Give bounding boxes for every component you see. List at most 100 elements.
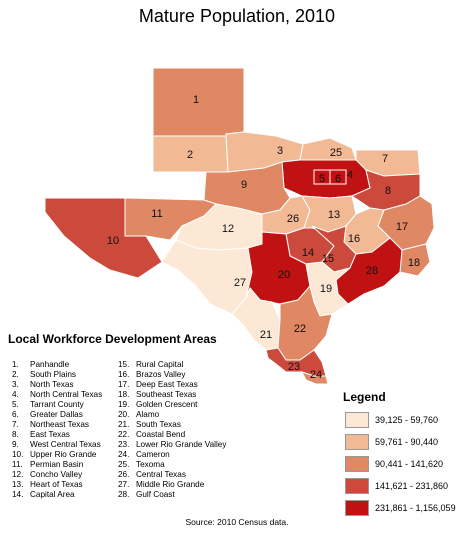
area-number: 16. (118, 370, 130, 379)
region-label-6: 6 (335, 173, 341, 185)
legend-label: 59,761 - 90,440 (375, 437, 439, 447)
area-number: 11. (12, 460, 23, 469)
area-number: 14. (12, 490, 24, 499)
area-name: North Texas (30, 380, 74, 389)
legend-label: 39,125 - 59,760 (375, 415, 439, 425)
area-number: 9. (12, 440, 19, 449)
area-list-item: 11. Permian Basin (12, 460, 102, 470)
area-name: Brazos Valley (136, 370, 186, 379)
region-label-21: 21 (260, 329, 272, 341)
region-10 (44, 197, 163, 279)
region-label-7: 7 (382, 153, 388, 165)
area-number: 27. (118, 480, 130, 489)
region-label-9: 9 (241, 179, 247, 191)
area-name: Cameron (136, 450, 170, 459)
area-number: 6. (12, 410, 19, 419)
legend-title: Legend (343, 390, 386, 404)
area-name: Tarrant County (30, 400, 84, 409)
region-label-10: 10 (107, 235, 119, 247)
area-name: Upper Rio Grande (30, 450, 97, 459)
region-label-24: 24 (310, 369, 322, 381)
legend-swatch (345, 478, 369, 494)
legend-label: 231,861 - 1,156,059 (375, 503, 456, 513)
legend-row: 90,441 - 141,620 (345, 454, 456, 474)
region-label-14: 14 (302, 247, 314, 259)
area-list-item: 24. Cameron (118, 450, 226, 460)
area-number: 22. (118, 430, 130, 439)
region-25 (299, 137, 357, 161)
area-list-item: 12. Concho Valley (12, 470, 102, 480)
legend-swatch (345, 500, 369, 516)
area-name: Lower Rio Grande Valley (136, 440, 227, 449)
legend-swatch (345, 456, 369, 472)
area-number: 13. (12, 480, 24, 489)
area-list-item: 17. Deep East Texas (118, 380, 226, 390)
region-label-3: 3 (277, 145, 283, 157)
region-label-2: 2 (187, 149, 193, 161)
region-label-13: 13 (328, 209, 340, 221)
area-name: East Texas (30, 430, 70, 439)
region-label-28: 28 (366, 265, 378, 277)
area-list-item: 15. Rural Capital (118, 360, 226, 370)
area-number: 10. (12, 450, 24, 459)
legend-row: 231,861 - 1,156,059 (345, 498, 456, 518)
area-number: 19. (118, 400, 130, 409)
region-24 (301, 371, 329, 385)
area-list-item: 16. Brazos Valley (118, 370, 226, 380)
area-number: 24. (118, 450, 130, 459)
area-number: 7. (12, 420, 19, 429)
area-name: Alamo (136, 410, 160, 419)
area-list-item: 3. North Texas (12, 380, 102, 390)
area-name: West Central Texas (30, 440, 101, 449)
source-note: Source: 2010 Census data. (185, 517, 289, 527)
region-label-27: 27 (234, 277, 246, 289)
area-name: Panhandle (30, 360, 70, 369)
legend-row: 59,761 - 90,440 (345, 432, 456, 452)
region-label-16: 16 (348, 233, 360, 245)
areas-list-heading: Local Workforce Development Areas (8, 332, 217, 346)
area-list-item: 13. Heart of Texas (12, 480, 102, 490)
area-number: 8. (12, 430, 19, 439)
area-number: 1. (12, 360, 19, 369)
area-number: 3. (12, 380, 19, 389)
area-number: 25. (118, 460, 130, 469)
area-list-item: 25. Texoma (118, 460, 226, 470)
area-name: Rural Capital (136, 360, 184, 369)
area-number: 2. (12, 370, 19, 379)
region-label-15: 15 (322, 253, 334, 265)
area-name: Coastal Bend (136, 430, 186, 439)
region-label-18: 18 (408, 257, 420, 269)
region-label-11: 11 (151, 208, 162, 220)
area-list-item: 2. South Plains (12, 370, 102, 380)
region-label-4: 4 (347, 169, 353, 181)
area-name: Heart of Texas (30, 480, 83, 489)
area-number: 17. (118, 380, 130, 389)
region-label-22: 22 (294, 323, 306, 335)
legend: 39,125 - 59,760 59,761 - 90,440 90,441 - 1… (345, 410, 456, 520)
area-list-item: 27. Middle Rio Grande (118, 480, 226, 490)
region-label-25: 25 (330, 147, 342, 159)
region-label-8: 8 (385, 185, 391, 197)
area-list-item: 23. Lower Rio Grande Valley (118, 440, 226, 450)
area-name: Permian Basin (30, 460, 84, 469)
area-list-item: 28. Gulf Coast (118, 490, 226, 500)
area-list-item: 22. Coastal Bend (118, 430, 226, 440)
legend-row: 141,621 - 231,860 (345, 476, 456, 496)
area-list-item: 5. Tarrant County (12, 400, 102, 410)
area-number: 26. (118, 470, 130, 479)
area-list-item: 20. Alamo (118, 410, 226, 420)
area-list-item: 14. Capital Area (12, 490, 102, 500)
area-name: Concho Valley (30, 470, 83, 479)
area-number: 23. (118, 440, 130, 449)
region-label-1: 1 (193, 94, 199, 106)
region-label-23: 23 (288, 361, 300, 373)
region-polygons (44, 67, 435, 385)
region-label-12: 12 (222, 223, 234, 235)
map-title: Mature Population, 2010 (138, 6, 336, 26)
area-name: Gulf Coast (136, 490, 175, 499)
area-list-item: 9. West Central Texas (12, 440, 102, 450)
area-list-item: 19. Golden Crescent (118, 400, 226, 410)
region-label-5: 5 (319, 173, 325, 185)
